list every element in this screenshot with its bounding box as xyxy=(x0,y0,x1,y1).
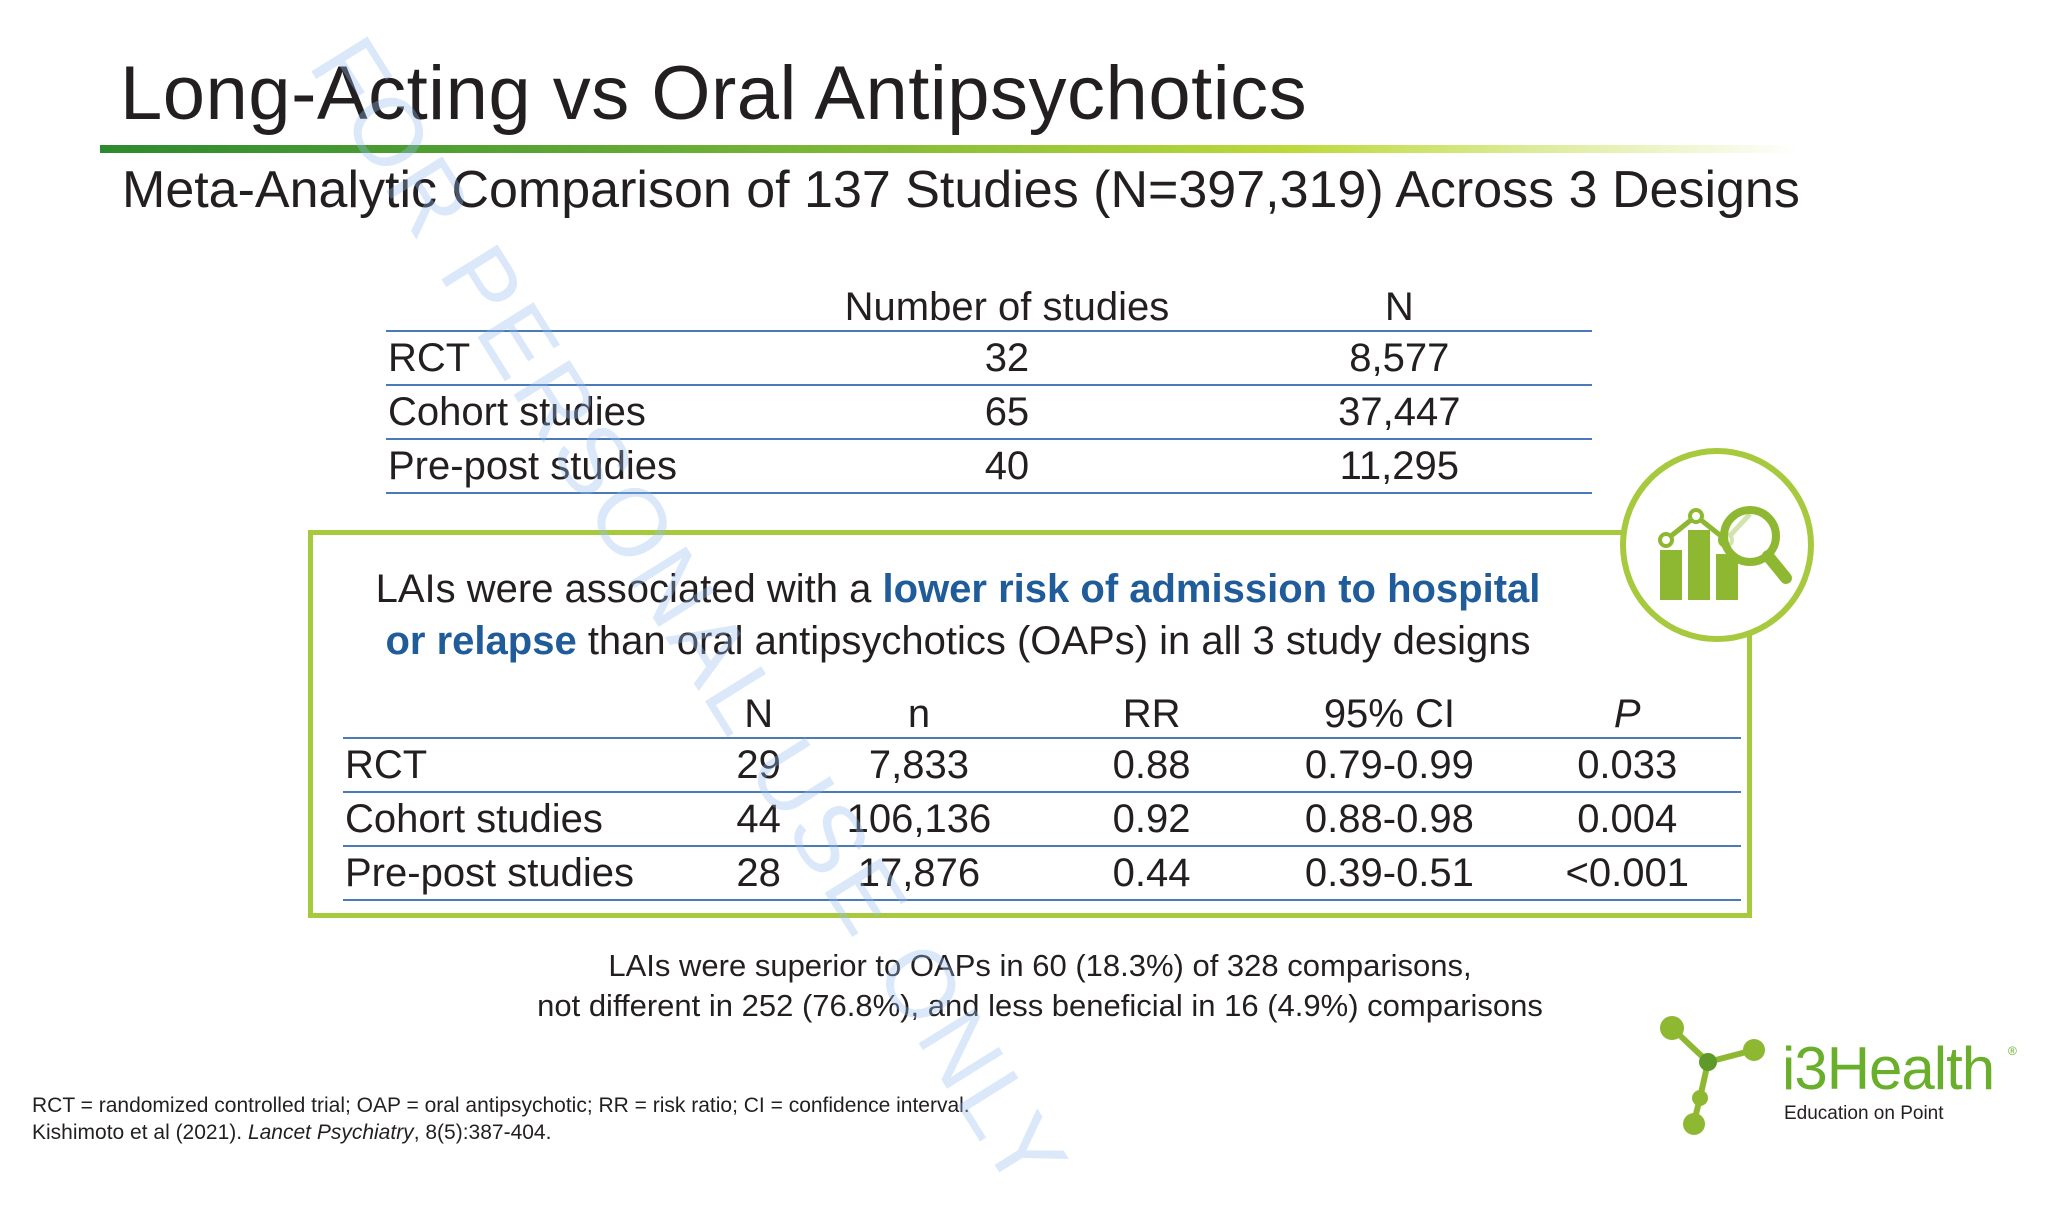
table-cell: Pre-post studies xyxy=(386,438,808,494)
table-cell: 65 xyxy=(807,384,1207,439)
column-header: n xyxy=(907,692,931,736)
table-cell: 0.88 xyxy=(1037,737,1266,792)
finding-text-after: than oral antipsychotics (OAPs) in all 3… xyxy=(576,619,1531,663)
table-row: Cohort studies 65 37,447 xyxy=(386,384,1592,439)
finding-highlight: lower risk of admission to hospital xyxy=(882,567,1541,611)
citation-authors: Kishimoto et al (2021). xyxy=(32,1121,248,1144)
table-row: Pre-post studies 40 11,295 xyxy=(386,438,1592,494)
title-divider xyxy=(100,145,1800,153)
table-cell: 0.92 xyxy=(1037,791,1266,846)
footnote: RCT = randomized controlled trial; OAP =… xyxy=(32,1092,970,1146)
chart-magnifier-icon-graphic xyxy=(1658,506,1792,600)
table-cell: 0.033 xyxy=(1513,737,1741,792)
registered-mark: ® xyxy=(2008,1044,2017,1058)
table-cell: 8,577 xyxy=(1206,330,1592,385)
table-cell: 40 xyxy=(807,438,1207,494)
molecule-logo-icon xyxy=(1660,1016,1765,1135)
brand-logo: i3Health xyxy=(1782,1035,1995,1102)
table-cell: <0.001 xyxy=(1513,845,1741,901)
table-cell: 17,876 xyxy=(800,845,1038,901)
table-cell: 28 xyxy=(717,845,801,901)
table-cell: RCT xyxy=(343,737,718,792)
summary-line: not different in 252 (76.8%), and less b… xyxy=(537,988,1543,1023)
finding-highlight: or relapse xyxy=(385,619,577,663)
table-cell: 44 xyxy=(717,791,801,846)
column-header xyxy=(386,280,807,331)
table-cell: 106,136 xyxy=(800,791,1038,846)
page-subtitle: Meta-Analytic Comparison of 137 Studies … xyxy=(122,161,1800,219)
table-cell: Pre-post studies xyxy=(343,845,718,901)
column-header: N xyxy=(744,692,774,736)
table-cell: RCT xyxy=(386,330,808,385)
citation-journal: Lancet Psychiatry xyxy=(247,1121,414,1144)
table-cell: 11,295 xyxy=(1206,438,1592,494)
column-header: N xyxy=(1384,285,1414,329)
table-cell: 29 xyxy=(717,737,801,792)
table-row: RCT 32 8,577 xyxy=(386,330,1592,385)
table-cell: 37,447 xyxy=(1206,384,1592,439)
table-header-row: N n RR 95% CI P xyxy=(343,687,1741,738)
table-cell: 7,833 xyxy=(800,737,1038,792)
column-header: RR xyxy=(1122,692,1181,736)
column-header: 95% CI xyxy=(1323,692,1455,736)
citation-details: , 8(5):387-404. xyxy=(413,1121,552,1144)
summary-line: LAIs were superior to OAPs in 60 (18.3%)… xyxy=(608,948,1472,983)
abbreviations-note: RCT = randomized controlled trial; OAP =… xyxy=(32,1094,970,1117)
table-cell: Cohort studies xyxy=(343,791,718,846)
table-row: RCT 29 7,833 0.88 0.79-0.99 0.033 xyxy=(343,737,1741,792)
column-header: P xyxy=(1613,692,1641,736)
finding-text-before: LAIs were associated with a xyxy=(375,567,883,611)
table-cell: 32 xyxy=(807,330,1207,385)
studies-table: Number of studies N RCT 32 8,577 Cohort … xyxy=(386,280,1592,494)
table-cell: 0.39-0.51 xyxy=(1265,845,1514,901)
table-row: Cohort studies 44 106,136 0.92 0.88-0.98… xyxy=(343,791,1741,846)
table-cell: 0.88-0.98 xyxy=(1265,791,1514,846)
results-table: N n RR 95% CI P RCT 29 7,833 0.88 0.79-0… xyxy=(343,687,1741,901)
table-cell: 0.004 xyxy=(1513,791,1741,846)
table-header-row: Number of studies N xyxy=(386,280,1592,331)
table-cell: 0.44 xyxy=(1037,845,1266,901)
column-header xyxy=(343,687,717,738)
citation: Kishimoto et al (2021). Lancet Psychiatr… xyxy=(32,1119,970,1146)
page-title: Long-Acting vs Oral Antipsychotics xyxy=(120,51,1308,136)
table-cell: Cohort studies xyxy=(386,384,808,439)
brand-tagline: Education on Point xyxy=(1784,1103,1944,1124)
column-header: Number of studies xyxy=(844,285,1170,329)
finding-text: LAIs were associated with a lower risk o… xyxy=(313,563,1603,667)
summary-text: LAIs were superior to OAPs in 60 (18.3%)… xyxy=(400,946,1680,1026)
table-row: Pre-post studies 28 17,876 0.44 0.39-0.5… xyxy=(343,845,1741,901)
finding-box: LAIs were associated with a lower risk o… xyxy=(308,530,1752,918)
chart-magnifier-icon xyxy=(1620,448,1814,642)
table-cell: 0.79-0.99 xyxy=(1265,737,1514,792)
